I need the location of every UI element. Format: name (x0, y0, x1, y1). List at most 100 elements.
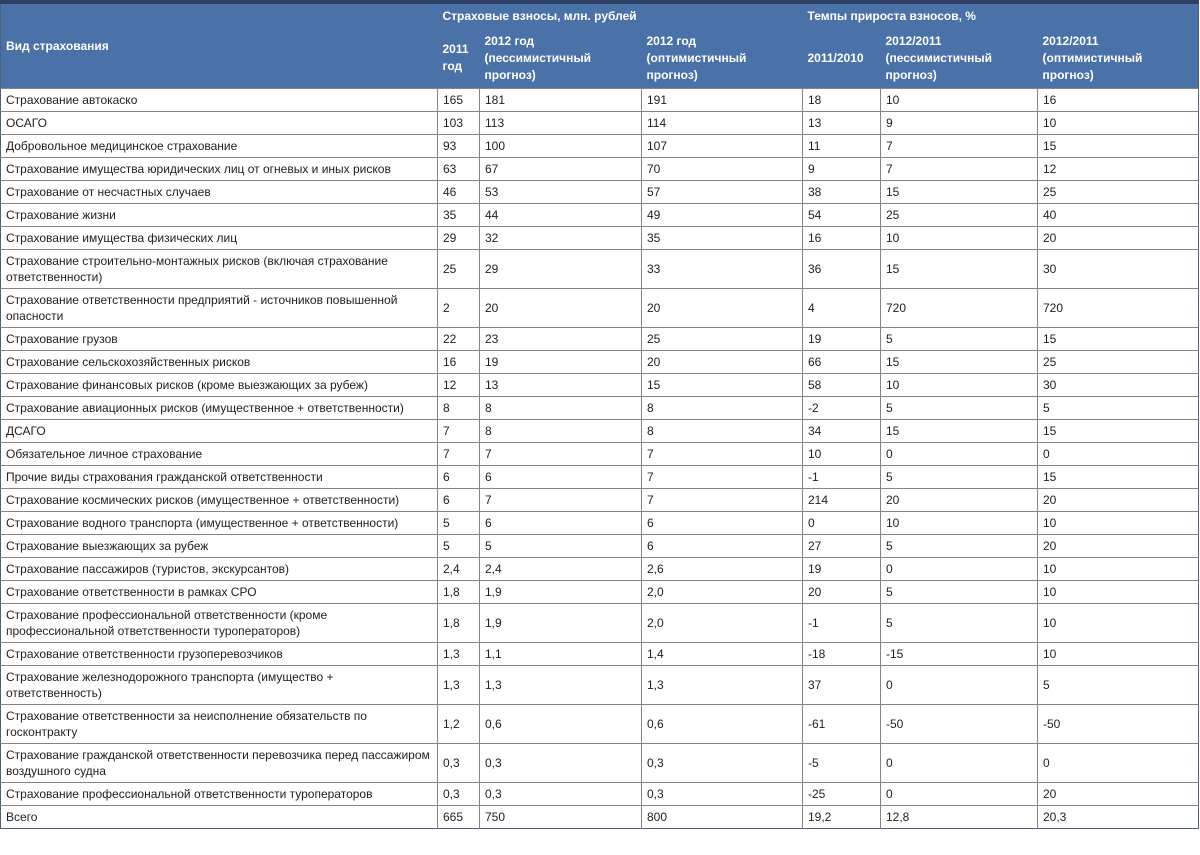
value-cell: 113 (479, 111, 642, 135)
value-cell: 4 (802, 288, 881, 328)
value-cell: 5 (437, 534, 480, 558)
column-header-2012-optimistic: 2012 год (оптимистичный прогноз) (641, 28, 803, 89)
value-cell: 34 (802, 419, 881, 443)
value-cell: -2 (802, 396, 881, 420)
value-cell: 5 (880, 534, 1038, 558)
value-cell: 32 (479, 226, 642, 250)
value-cell: 63 (437, 157, 480, 181)
table-row: Страхование водного транспорта (имуществ… (0, 511, 1199, 535)
row-label: Страхование автокаско (0, 88, 438, 112)
value-cell: 25 (437, 249, 480, 289)
table-row: ОСАГО 103 113 114 13 9 10 (0, 111, 1199, 135)
value-cell: 5 (880, 465, 1038, 489)
value-cell: 54 (802, 203, 881, 227)
row-label: Страхование от несчастных случаев (0, 180, 438, 204)
value-cell: 16 (437, 350, 480, 374)
value-cell: 20 (1036, 782, 1199, 806)
value-cell: 10 (880, 88, 1038, 112)
value-cell: 19 (479, 350, 642, 374)
value-cell: 66 (802, 350, 881, 374)
value-cell: 20,3 (1036, 805, 1199, 829)
value-cell: 0 (880, 557, 1038, 581)
value-cell: 29 (437, 226, 480, 250)
table-row: Страхование строительно-монтажных рисков… (0, 249, 1199, 289)
value-cell: 0 (1036, 743, 1199, 783)
row-label: Страхование жизни (0, 203, 438, 227)
row-label: Страхование железнодорожного транспорта … (0, 665, 438, 705)
value-cell: 46 (437, 180, 480, 204)
value-cell: 19 (802, 557, 881, 581)
value-cell: 20 (1036, 534, 1199, 558)
total-row: Всего 665 750 800 19,2 12,8 20,3 (0, 805, 1199, 829)
value-cell: 5 (1036, 396, 1199, 420)
table-row: Страхование космических рисков (имуществ… (0, 488, 1199, 512)
value-cell: 5 (880, 603, 1038, 643)
value-cell: 1,9 (479, 580, 642, 604)
value-cell: 8 (479, 396, 642, 420)
value-cell: -18 (802, 642, 881, 666)
value-cell: 10 (1036, 603, 1199, 643)
value-cell: 58 (802, 373, 881, 397)
value-cell: 0,3 (437, 782, 480, 806)
value-cell: 20 (880, 488, 1038, 512)
value-cell: 10 (1036, 511, 1199, 535)
value-cell: -25 (802, 782, 881, 806)
value-cell: 7 (641, 488, 803, 512)
row-label: Страхование пассажиров (туристов, экскур… (0, 557, 438, 581)
value-cell: 0 (880, 743, 1038, 783)
value-cell: 1,9 (479, 603, 642, 643)
value-cell: 29 (479, 249, 642, 289)
value-cell: 13 (802, 111, 881, 135)
table-row: Страхование ответственности предприятий … (0, 288, 1199, 328)
group-header-row: Вид страхования Страховые взносы, млн. р… (0, 2, 1199, 89)
value-cell: 800 (641, 805, 803, 829)
value-cell: 1,8 (437, 580, 480, 604)
value-cell: 38 (802, 180, 881, 204)
value-cell: 5 (437, 511, 480, 535)
row-label: Страхование водного транспорта (имуществ… (0, 511, 438, 535)
table-body: Страхование автокаско 165 181 191 18 10 16 ОСАГ… (0, 88, 1199, 829)
value-cell: 15 (1036, 465, 1199, 489)
value-cell: 35 (641, 226, 803, 250)
value-cell: 6 (437, 488, 480, 512)
column-header-2012-2011-optimistic: 2012/2011 (оптимистичный прогноз) (1037, 28, 1199, 89)
value-cell: 1,4 (641, 642, 803, 666)
row-label: Страхование ответственности грузоперевоз… (0, 642, 438, 666)
value-cell: 2,4 (479, 557, 642, 581)
value-cell: 7 (479, 442, 642, 466)
value-cell: 8 (479, 419, 642, 443)
value-cell: 11 (802, 134, 881, 158)
value-cell: 20 (1036, 226, 1199, 250)
row-label: Страхование финансовых рисков (кроме вые… (0, 373, 438, 397)
value-cell: -50 (880, 704, 1038, 744)
value-cell: 15 (1036, 419, 1199, 443)
table-row: Страхование жизни 35 44 49 54 25 40 (0, 203, 1199, 227)
row-label: Страхование профессиональной ответственн… (0, 782, 438, 806)
value-cell: 7 (437, 419, 480, 443)
value-cell: 0,3 (641, 782, 803, 806)
value-cell: 107 (641, 134, 803, 158)
value-cell: 0,6 (641, 704, 803, 744)
table-row: Страхование грузов 22 23 25 19 5 15 (0, 327, 1199, 351)
row-label: Всего (0, 805, 438, 829)
table-row: Добровольное медицинское страхование 93 10… (0, 134, 1199, 158)
value-cell: 7 (641, 465, 803, 489)
column-header-insurance-kind: Вид страхования (0, 2, 438, 89)
value-cell: 40 (1036, 203, 1199, 227)
row-label: Страхование имущества физических лиц (0, 226, 438, 250)
row-label: Страхование выезжающих за рубеж (0, 534, 438, 558)
value-cell: 25 (1036, 350, 1199, 374)
value-cell: 5 (880, 580, 1038, 604)
value-cell: 750 (479, 805, 642, 829)
value-cell: 114 (641, 111, 803, 135)
value-cell: 70 (641, 157, 803, 181)
value-cell: 22 (437, 327, 480, 351)
value-cell: 9 (880, 111, 1038, 135)
value-cell: 12 (437, 373, 480, 397)
value-cell: 27 (802, 534, 881, 558)
table-row: Страхование пассажиров (туристов, экскур… (0, 557, 1199, 581)
value-cell: 720 (880, 288, 1038, 328)
value-cell: 1,2 (437, 704, 480, 744)
value-cell: 0 (880, 442, 1038, 466)
